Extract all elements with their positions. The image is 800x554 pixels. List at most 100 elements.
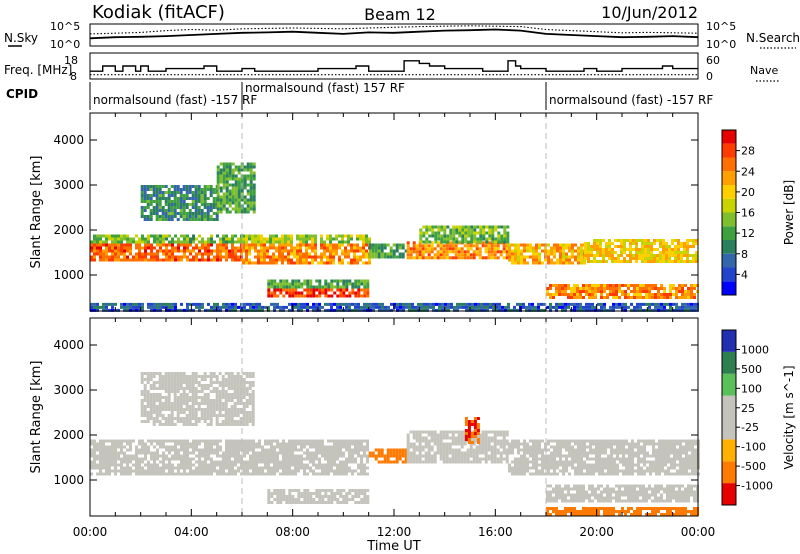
power-cell: [686, 260, 689, 263]
velocity-cell: [457, 448, 461, 452]
velocity-cell: [664, 469, 667, 473]
power-cell: [432, 305, 435, 309]
power-cell: [225, 195, 229, 199]
velocity-cell: [637, 460, 640, 464]
power-cell: [146, 185, 150, 188]
power-cell: [656, 257, 659, 260]
velocity-cell: [535, 448, 538, 452]
velocity-cell: [306, 442, 309, 446]
power-cell: [102, 234, 105, 238]
velocity-cell: [454, 430, 458, 434]
velocity-cell: [114, 454, 117, 458]
power-cell: [242, 249, 245, 253]
power-cell: [318, 291, 322, 295]
velocity-cell: [610, 469, 613, 473]
velocity-cell: [553, 460, 556, 464]
velocity-cell: [568, 448, 571, 452]
power-cell: [147, 246, 150, 250]
power-cell: [270, 291, 274, 295]
power-cell: [194, 203, 198, 206]
velocity-cell: [451, 457, 455, 461]
velocity-cell: [610, 460, 613, 464]
velocity-cell: [354, 451, 357, 455]
velocity-cell: [454, 442, 458, 446]
power-cell: [243, 168, 247, 172]
power-cell: [173, 206, 177, 209]
velocity-cell: [568, 451, 571, 455]
velocity-cell: [493, 430, 497, 434]
power-cell: [93, 258, 96, 262]
velocity-cell: [618, 496, 621, 500]
velocity-cell: [505, 454, 509, 458]
velocity-cell: [606, 484, 609, 488]
power-cell: [684, 308, 687, 312]
power-cell: [584, 257, 587, 260]
velocity-cell: [633, 484, 636, 488]
power-cell: [345, 308, 348, 312]
power-cell: [426, 302, 429, 306]
velocity-cell: [261, 454, 264, 458]
power-cell: [378, 302, 381, 306]
velocity-cell: [628, 472, 631, 476]
velocity-cell: [541, 466, 544, 470]
velocity-cell: [258, 460, 261, 464]
velocity-cell: [649, 472, 652, 476]
velocity-cell: [183, 439, 186, 443]
velocity-cell: [682, 445, 685, 449]
velocity-cell: [467, 423, 471, 426]
power-cell: [182, 215, 186, 218]
velocity-cell: [261, 469, 264, 473]
velocity-cell: [234, 442, 237, 446]
velocity-cell: [616, 466, 619, 470]
velocity-cell: [380, 460, 384, 464]
power-cell: [582, 284, 585, 287]
power-cell: [102, 305, 105, 309]
velocity-cell: [105, 466, 108, 470]
power-cell: [159, 249, 162, 253]
power-cell: [335, 252, 338, 256]
power-cell: [143, 185, 147, 188]
velocity-cell: [318, 460, 321, 464]
power-cell: [341, 243, 344, 247]
velocity-cell: [231, 469, 234, 473]
power-cell: [363, 302, 366, 306]
velocity-cell: [282, 445, 285, 449]
velocity-cell: [630, 499, 633, 503]
power-cell: [330, 279, 334, 283]
velocity-cell: [679, 448, 682, 452]
power-cell: [608, 245, 611, 248]
power-cell: [179, 215, 183, 218]
power-cell: [314, 237, 317, 241]
power-cell: [342, 294, 346, 298]
velocity-cell: [573, 499, 576, 503]
power-cell: [528, 302, 531, 306]
power-cell: [138, 255, 141, 259]
power-cell: [687, 308, 690, 312]
velocity-cell: [598, 445, 601, 449]
power-cell: [318, 305, 321, 309]
velocity-cell: [685, 439, 688, 443]
power-cell: [491, 228, 495, 232]
velocity-cell: [366, 454, 369, 458]
power-cell: [201, 246, 204, 250]
power-cell: [185, 191, 189, 194]
velocity-cell: [360, 445, 363, 449]
velocity-cell: [374, 454, 378, 458]
power-cell: [417, 302, 420, 306]
velocity-cell: [225, 463, 228, 467]
velocity-cell: [532, 442, 535, 446]
power-cell: [609, 308, 612, 312]
power-cell: [320, 258, 323, 262]
power-cell: [341, 240, 344, 244]
velocity-cell: [664, 451, 667, 455]
velocity-cell: [174, 448, 177, 452]
power-cell: [168, 258, 171, 262]
power-cell: [487, 253, 491, 257]
velocity-cell: [631, 469, 634, 473]
power-cell: [234, 204, 238, 208]
power-cell: [505, 253, 509, 257]
velocity-cell: [424, 460, 428, 464]
velocity-cell: [493, 454, 497, 458]
power-cell: [162, 237, 165, 241]
velocity-cell: [195, 442, 198, 446]
